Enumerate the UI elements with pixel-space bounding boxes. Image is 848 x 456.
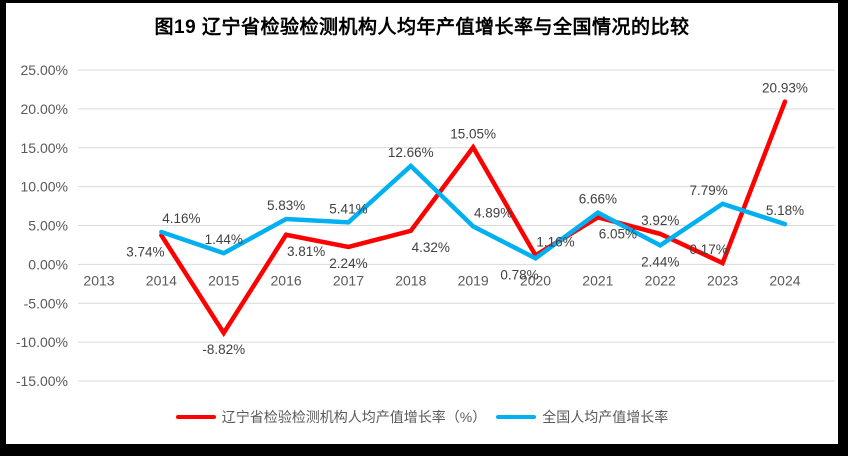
x-axis-tick-label: 2016 <box>271 272 302 288</box>
y-axis-tick-label: 20.00% <box>21 101 68 117</box>
data-label: -8.82% <box>202 342 245 357</box>
national-series-label: 全国人均产值增长率 <box>542 409 669 425</box>
x-axis-tick-label: 2017 <box>333 272 364 288</box>
data-label: 4.89% <box>474 205 512 220</box>
data-label: 0.17% <box>689 242 727 257</box>
series-line-liaoning <box>159 99 788 338</box>
series-line-national <box>159 162 788 261</box>
liaoning-series-swatch-icon <box>175 415 216 419</box>
x-axis-tick-label: 2013 <box>83 272 114 288</box>
x-axis-tick-label: 2015 <box>208 272 239 288</box>
y-axis-tick-label: -5.00% <box>24 295 68 311</box>
x-axis-tick-label: 2023 <box>707 272 738 288</box>
data-label: 1.44% <box>205 232 243 247</box>
data-label: 20.93% <box>762 81 808 96</box>
data-label: 0.78% <box>500 267 538 282</box>
x-axis-tick-label: 2022 <box>645 272 676 288</box>
x-axis-tick-label: 2020 <box>520 272 551 288</box>
data-label: 3.92% <box>641 213 679 228</box>
data-label: 5.18% <box>766 203 804 218</box>
x-axis-tick-label: 2018 <box>395 272 426 288</box>
liaoning-series-label: 辽宁省检验检测机构人均产值增长率（%） <box>221 409 487 425</box>
data-label: 3.74% <box>126 244 164 259</box>
y-axis-tick-label: 0.00% <box>28 256 68 272</box>
y-axis-tick-label: 15.00% <box>21 140 68 156</box>
y-axis-tick-label: -15.00% <box>16 373 68 389</box>
data-label: 4.32% <box>412 240 450 255</box>
data-label: 12.66% <box>388 145 434 160</box>
data-label: 3.81% <box>287 244 325 259</box>
chart-legend: 辽宁省检验检测机构人均产值增长率（%） 全国人均产值增长率 <box>6 407 838 427</box>
x-axis-tick-label: 2014 <box>146 272 177 288</box>
y-axis-tick-label: 5.00% <box>28 218 68 234</box>
x-axis-tick-label: 2021 <box>582 272 613 288</box>
legend-item-liaoning[interactable]: 辽宁省检验检测机构人均产值增长率（%） <box>175 407 487 427</box>
data-label: 4.16% <box>162 211 200 226</box>
data-label: 15.05% <box>450 126 496 141</box>
national-series-swatch-icon <box>496 415 537 419</box>
x-axis-tick-label: 2019 <box>458 272 489 288</box>
data-label: 6.66% <box>579 192 617 207</box>
data-label: 6.05% <box>599 226 637 241</box>
data-label: 2.24% <box>329 256 367 271</box>
line-chart-canvas: 25.00% 20.00% 15.00% 10.00% 5.00% 0.00% -5.00%… <box>16 62 835 389</box>
y-axis-tick-label: 25.00% <box>21 62 68 78</box>
data-label: 7.79% <box>689 183 727 198</box>
x-axis-tick-label: 2024 <box>769 272 800 288</box>
data-label: 2.44% <box>641 254 679 269</box>
data-label: 5.41% <box>329 201 367 216</box>
chart-title: 图19 辽宁省检验检测机构人均年产值增长率与全国情况的比较 <box>154 17 690 38</box>
data-label: 5.83% <box>267 198 305 213</box>
data-label: 1.16% <box>536 234 574 249</box>
legend-item-national[interactable]: 全国人均产值增长率 <box>496 407 668 427</box>
y-axis-tick-label: -10.00% <box>16 334 68 350</box>
y-axis-tick-label: 10.00% <box>21 179 68 195</box>
